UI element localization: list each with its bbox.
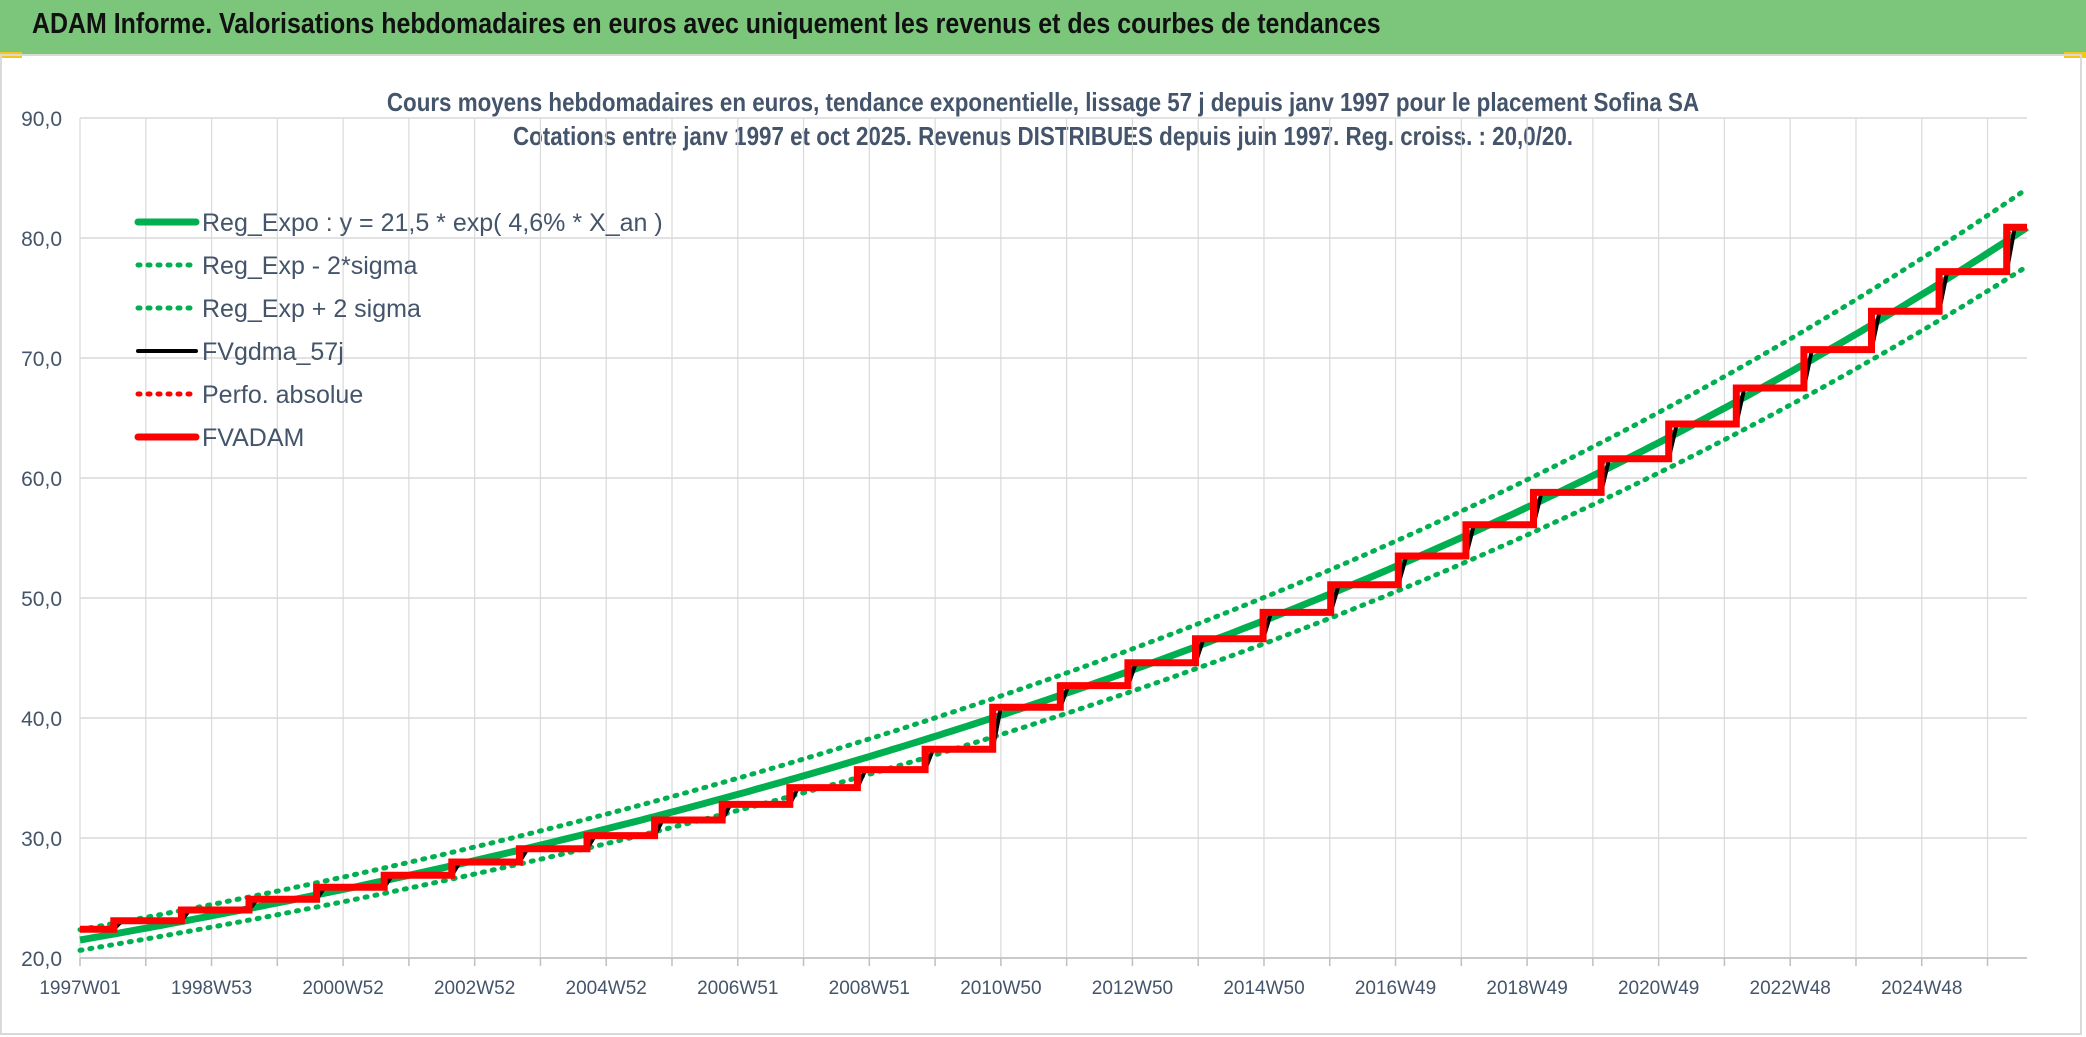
x-tick-label: 2014W50 (1223, 978, 1304, 999)
y-tick-label: 20,0 (21, 948, 62, 971)
series-layer (77, 186, 2030, 953)
x-tick-label: 2002W52 (434, 978, 515, 999)
series-perfo-absolue (80, 225, 2027, 931)
y-tick-label: 30,0 (21, 828, 62, 851)
series-reg-plus-2sigma (77, 186, 2030, 933)
legend-entry: Reg_Exp + 2 sigma (202, 295, 421, 323)
x-tick-label: 2016W49 (1355, 978, 1436, 999)
x-tick-label: 2012W50 (1092, 978, 1173, 999)
chart-frame (0, 54, 2082, 1035)
series-reg-expo (79, 224, 2029, 944)
chart-subtitle: Cotations entre janv 1997 et oct 2025. R… (512, 120, 1574, 151)
chart-title: Cours moyens hebdomadaires en euros, ten… (386, 87, 1700, 117)
legend-entry: FVgdma_57j (202, 338, 344, 366)
legend-entry: Reg_Exp - 2*sigma (202, 252, 417, 280)
x-tick-label: 2008W51 (829, 978, 910, 999)
x-tick-label: 2000W52 (302, 978, 383, 999)
chart-title-block: Cours moyens hebdomadaires en euros, ten… (0, 86, 2086, 154)
page-title: ADAM Informe. Valorisations hebdomadaire… (32, 8, 1381, 40)
x-tick-label: 2020W49 (1618, 978, 1699, 999)
series-fvgdma-57j (80, 225, 2027, 932)
x-tick-label: 2006W51 (697, 978, 778, 999)
x-tick-label: 2022W48 (1750, 978, 1831, 999)
grid (79, 117, 2027, 959)
legend-entry: Perfo. absolue (202, 381, 363, 409)
series-fvadam (80, 223, 2027, 933)
x-tick-label: 2018W49 (1486, 978, 1567, 999)
x-tick-label: 1998W53 (171, 978, 252, 999)
y-tick-label: 50,0 (21, 588, 62, 611)
x-tick-label: 2004W52 (566, 978, 647, 999)
x-tick-label: 1997W01 (39, 978, 120, 999)
header-banner: ADAM Informe. Valorisations hebdomadaire… (0, 0, 2086, 54)
legend-entry: FVADAM (202, 424, 304, 452)
series-reg-minus-2sigma (77, 263, 2030, 953)
x-tick-label: 2024W48 (1881, 978, 1962, 999)
legend-entry: Reg_Expo : y = 21,5 * exp( 4,6% * X_an ) (202, 209, 663, 237)
x-tick-label: 2010W50 (960, 978, 1041, 999)
y-tick-label: 90,0 (21, 108, 62, 131)
y-tick-label: 80,0 (21, 228, 62, 251)
y-tick-label: 60,0 (21, 468, 62, 491)
y-tick-label: 40,0 (21, 708, 62, 731)
legend: Reg_Expo : y = 21,5 * exp( 4,6% * X_an )… (134, 209, 663, 452)
axes: 20,0 30,0 40,0 50,0 60,0 70,0 80,0 90,0 1997W01 1… (21, 108, 2027, 999)
y-tick-label: 70,0 (21, 348, 62, 371)
